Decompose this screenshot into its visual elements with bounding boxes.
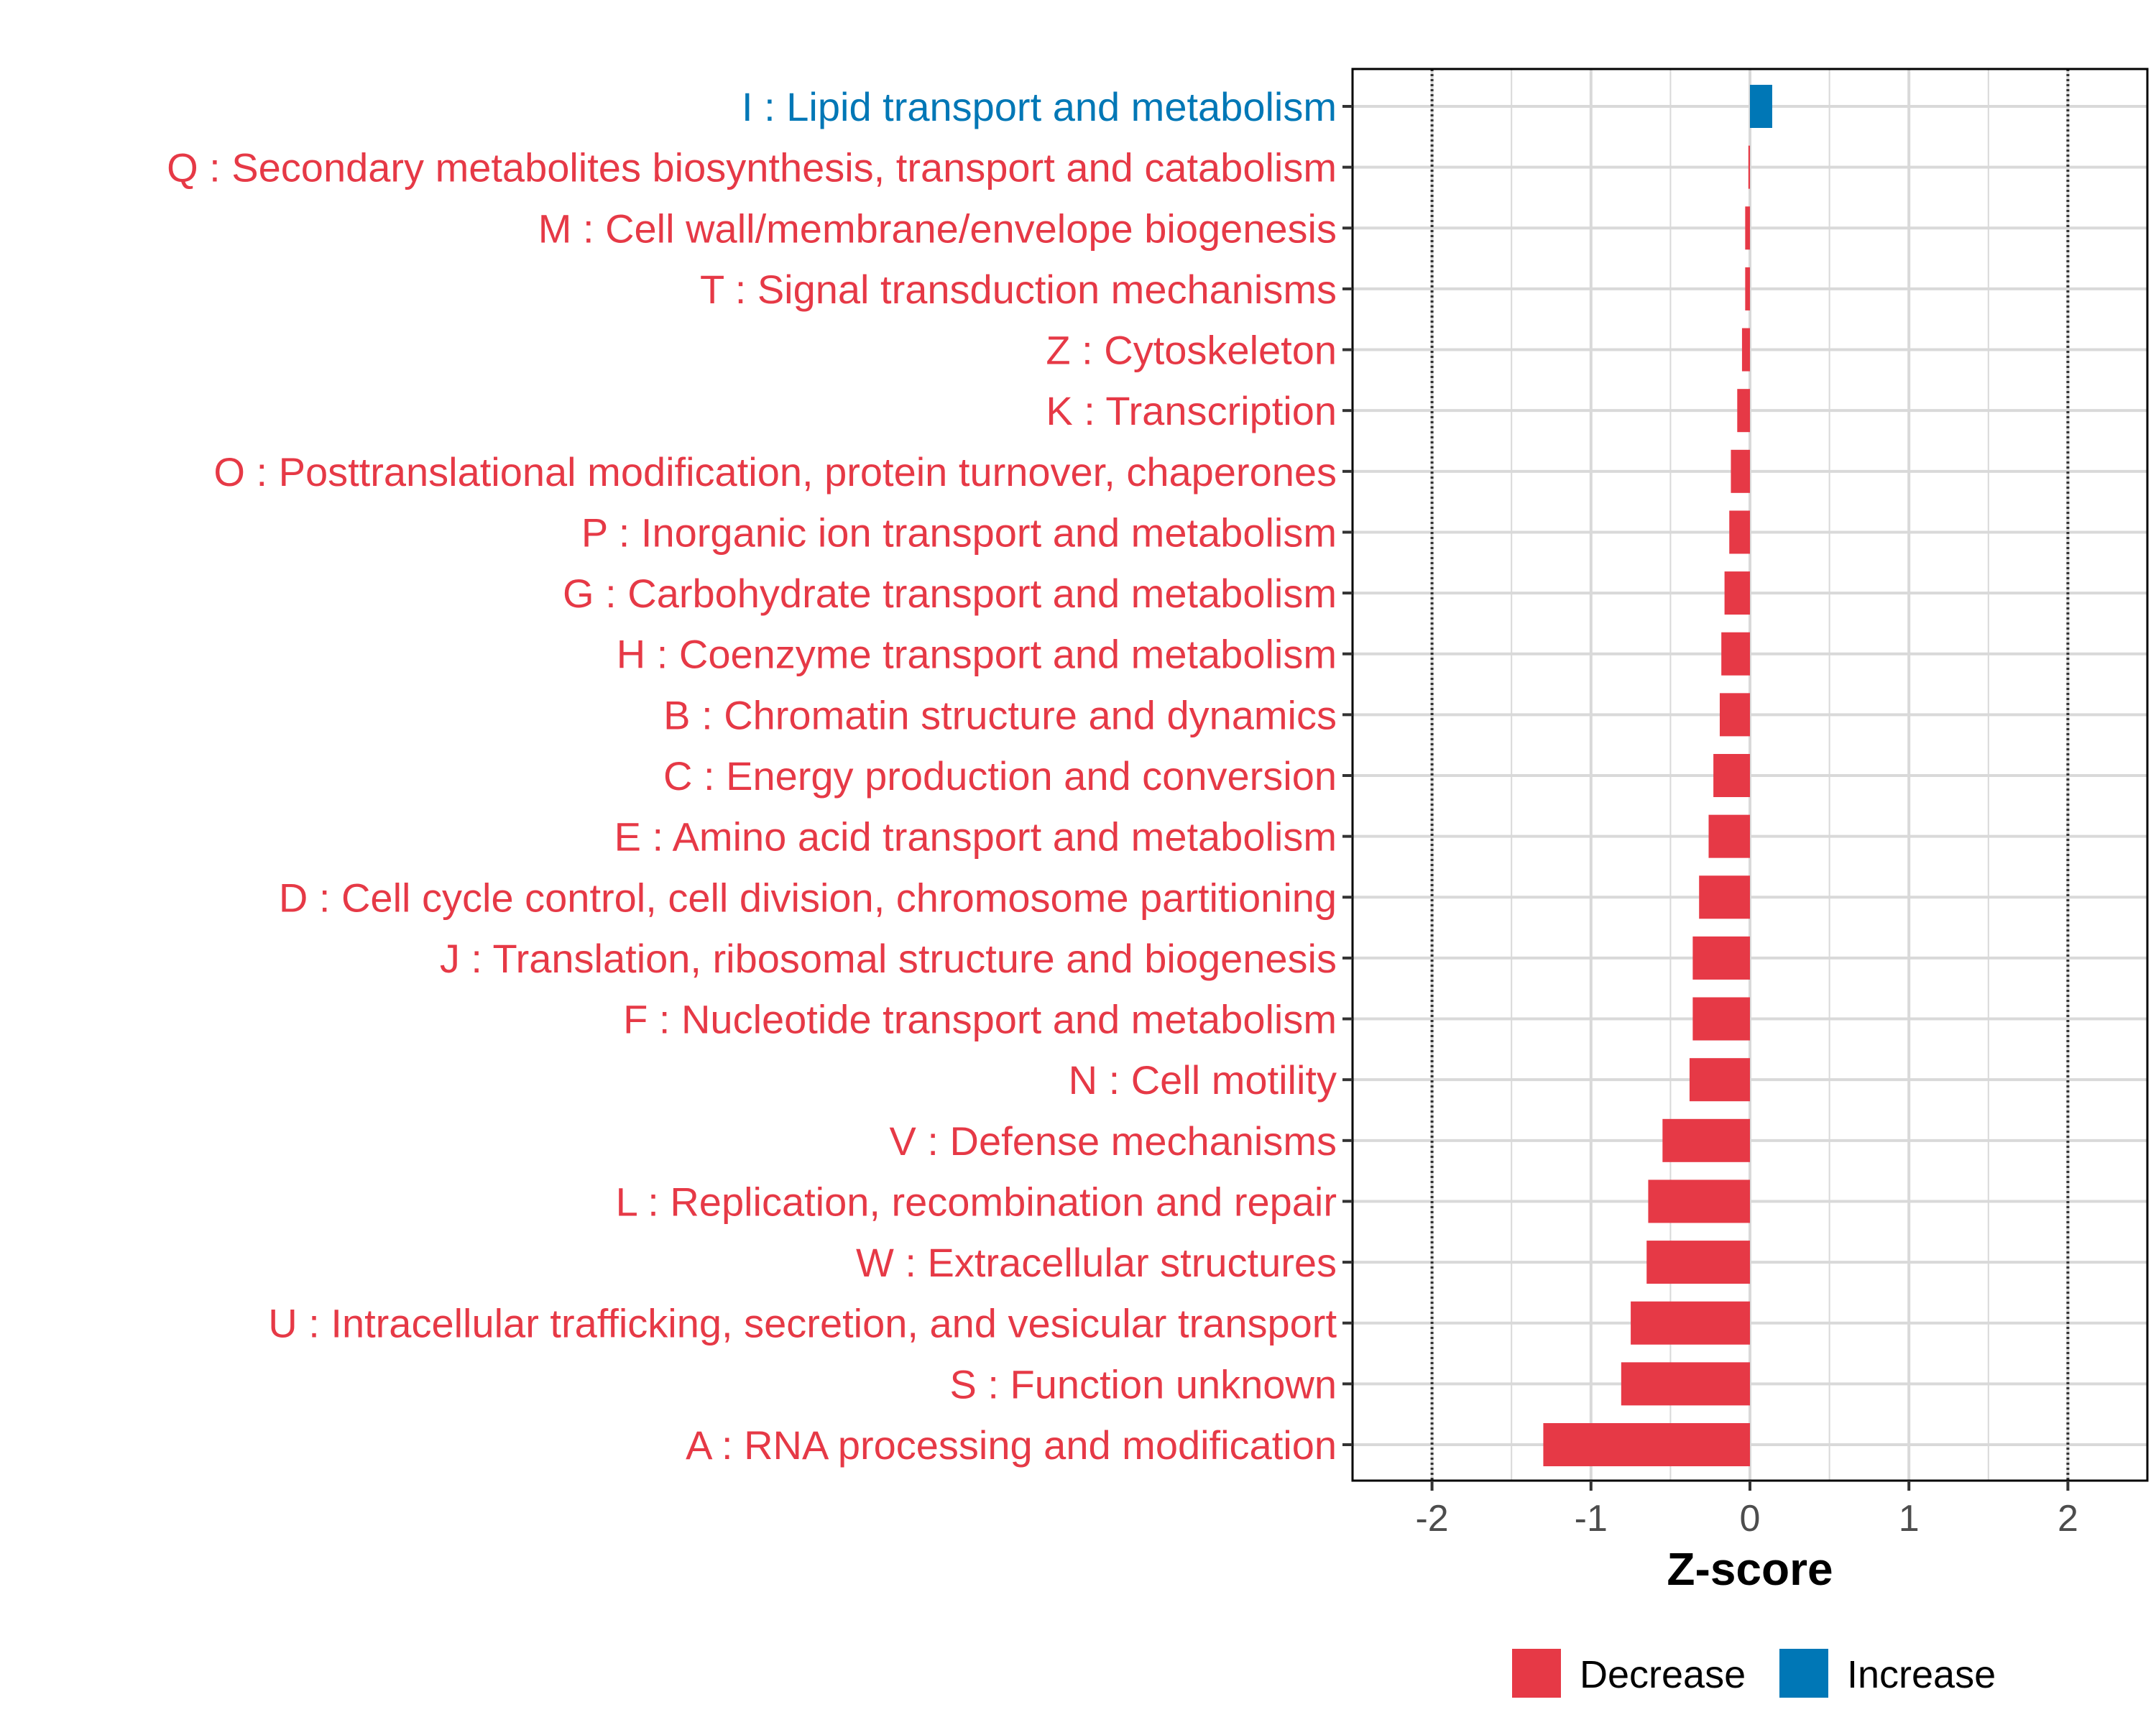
bar [1699,875,1750,919]
bar [1631,1301,1750,1345]
category-label: B : Chromatin structure and dynamics [663,692,1337,737]
bar [1648,1179,1750,1223]
category-label: S : Function unknown [949,1361,1337,1407]
x-tick-label: 2 [2058,1498,2078,1540]
legend-label-decrease: Decrease [1580,1653,1746,1696]
bar [1662,1118,1750,1162]
category-label: J : Translation, ribosomal structure and… [440,936,1337,981]
category-label: W : Extracellular structures [856,1240,1337,1285]
category-label: I : Lipid transport and metabolism [742,84,1337,129]
bar [1750,85,1772,128]
bar [1729,510,1750,554]
x-axis-title: Z-score [1667,1543,1833,1595]
x-tick-label: -1 [1575,1498,1608,1540]
legend-label-increase: Increase [1847,1653,1996,1696]
legend-swatch-decrease [1512,1649,1561,1698]
bar [1724,571,1750,615]
category-label: V : Defense mechanisms [890,1118,1337,1164]
bar [1543,1423,1750,1466]
category-label: Z : Cytoskeleton [1046,328,1337,373]
bar [1621,1362,1750,1406]
x-axis-ticks: -2 -1 0 1 2 [1415,1481,2078,1540]
category-label: C : Energy production and conversion [663,753,1337,799]
bar [1721,632,1750,676]
bar [1719,693,1750,737]
category-label: P : Inorganic ion transport and metaboli… [581,510,1337,555]
category-label: H : Coenzyme transport and metabolism [617,632,1337,677]
bars [1543,85,1772,1466]
bar [1692,936,1750,980]
bar [1737,389,1750,433]
category-label: N : Cell motility [1069,1057,1337,1103]
category-label: U : Intracellular trafficking, secretion… [268,1301,1337,1346]
category-labels: I : Lipid transport and metabolism Q : Se… [167,84,1337,1468]
category-label: Q : Secondary metabolites biosynthesis, … [167,145,1337,190]
category-label: F : Nucleotide transport and metabolism [623,997,1337,1042]
x-tick-label: 0 [1740,1498,1761,1540]
reference-lines [1430,69,2070,1481]
bar [1708,814,1750,858]
bar [1745,267,1750,310]
category-label: G : Carbohydrate transport and metabolis… [563,571,1337,616]
legend-swatch-increase [1779,1649,1828,1698]
bar [1745,206,1750,250]
bar [1692,997,1750,1041]
bar [1748,145,1750,189]
category-label: E : Amino acid transport and metabolism [614,814,1337,860]
category-label: T : Signal transduction mechanisms [700,267,1337,312]
category-label: L : Replication, recombination and repai… [616,1179,1337,1224]
category-label: O : Posttranslational modification, prot… [213,449,1337,494]
x-tick-label: 1 [1899,1498,1920,1540]
category-label: M : Cell wall/membrane/envelope biogenes… [538,206,1337,251]
category-label: K : Transcription [1046,388,1337,433]
y-axis-ticks [1342,105,1353,1446]
bar [1713,754,1750,797]
x-tick-label: -2 [1415,1498,1448,1540]
category-label: A : RNA processing and modification [686,1422,1337,1468]
legend: Decrease Increase [1512,1649,1996,1698]
bar [1646,1241,1750,1284]
bar [1741,328,1750,372]
bar [1731,449,1750,493]
bar [1689,1058,1750,1102]
category-label: D : Cell cycle control, cell division, c… [279,875,1337,920]
